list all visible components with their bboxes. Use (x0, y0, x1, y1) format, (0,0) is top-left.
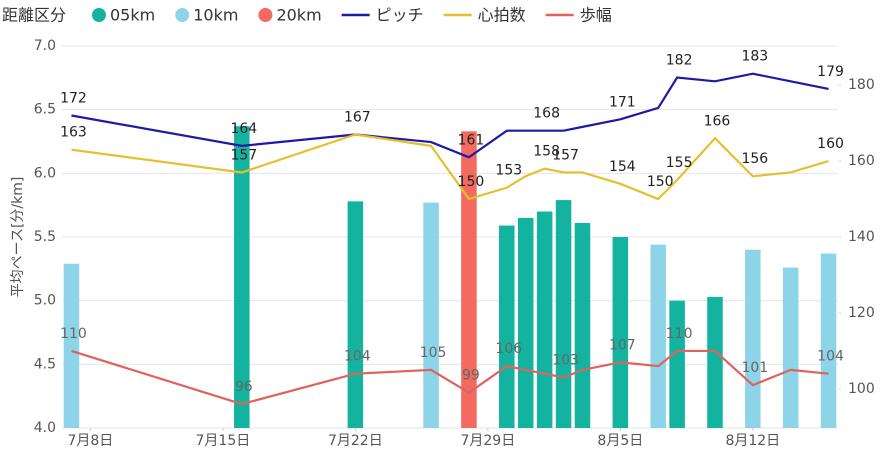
bar (707, 296, 723, 428)
y-tick-label: 6.0 (34, 165, 56, 181)
legend-marker (175, 8, 190, 22)
data-label: 110 (60, 326, 87, 342)
legend-marker (258, 8, 273, 22)
legend-label: 心拍数 (478, 6, 526, 25)
data-label: 150 (458, 174, 485, 190)
legend-title: 距離区分 (2, 6, 66, 25)
line (71, 72, 829, 159)
legend-label: 10km (193, 6, 238, 25)
bar (536, 211, 553, 428)
y2-tick-label: 100 (848, 381, 875, 397)
data-label: 167 (344, 109, 371, 125)
x-tick-label: 7月15日 (196, 433, 251, 449)
bar (517, 217, 534, 428)
data-label: 104 (817, 349, 844, 365)
data-label: 110 (666, 326, 693, 342)
data-label: 157 (230, 147, 257, 163)
data-label: 182 (666, 53, 693, 69)
bar (650, 244, 666, 428)
data-label: 155 (666, 155, 693, 171)
data-label: 103 (552, 352, 579, 368)
data-label: 153 (495, 163, 522, 179)
bar (782, 267, 799, 428)
y-tick-label: 7.0 (34, 38, 56, 54)
data-label: 161 (458, 132, 485, 148)
bar (63, 263, 80, 428)
data-label: 164 (230, 121, 257, 137)
y2-tick-label: 160 (848, 153, 875, 169)
data-label: 105 (420, 345, 447, 361)
data-label: 168 (533, 106, 560, 122)
legend-label: 20km (276, 6, 321, 25)
data-label: 150 (647, 174, 674, 190)
y-axis-label: 平均ペース[分/km] (10, 177, 26, 298)
legend-label: 05km (110, 6, 155, 25)
data-label: 107 (609, 337, 636, 353)
data-label: 158 (533, 144, 560, 160)
line (71, 349, 829, 406)
bar (574, 222, 591, 428)
y-tick-label: 5.5 (34, 229, 56, 245)
y-tick-label: 6.5 (34, 102, 56, 118)
data-label: 172 (60, 90, 87, 106)
legend-marker (92, 8, 106, 22)
bar (555, 200, 572, 428)
data-label: 157 (552, 147, 579, 163)
bar (612, 237, 629, 428)
data-label: 154 (609, 159, 636, 175)
y2-tick-label: 120 (848, 305, 875, 321)
data-label: 183 (741, 49, 768, 65)
data-label: 171 (609, 94, 636, 110)
data-label: 156 (741, 151, 768, 167)
data-label: 163 (60, 125, 87, 141)
y-tick-label: 4.0 (34, 420, 56, 436)
bar (423, 202, 439, 428)
data-label: 106 (495, 341, 522, 357)
y2-tick-label: 140 (848, 229, 875, 245)
legend-label: 歩幅 (580, 6, 612, 25)
y-tick-label: 5.0 (34, 293, 56, 309)
y-tick-label: 4.5 (34, 356, 56, 372)
data-label: 166 (704, 113, 731, 129)
bar (461, 131, 477, 428)
bar (347, 201, 364, 428)
bar (234, 126, 250, 428)
x-tick-label: 8月5日 (597, 433, 643, 449)
data-label: 160 (817, 136, 844, 152)
line (71, 133, 829, 201)
data-label: 99 (462, 368, 480, 384)
data-label: 101 (741, 360, 768, 376)
x-tick-label: 7月29日 (460, 433, 515, 449)
x-tick-label: 7月22日 (328, 433, 383, 449)
data-label: 104 (344, 349, 371, 365)
bar (745, 249, 761, 428)
bar (499, 225, 515, 428)
bar (820, 253, 837, 428)
data-label: 96 (235, 379, 253, 395)
bar (669, 300, 685, 428)
y2-tick-label: 180 (848, 77, 875, 93)
x-tick-label: 8月12日 (725, 433, 780, 449)
data-label: 179 (817, 64, 844, 80)
x-tick-label: 7月8日 (67, 433, 113, 449)
legend-label: ピッチ (376, 6, 424, 25)
